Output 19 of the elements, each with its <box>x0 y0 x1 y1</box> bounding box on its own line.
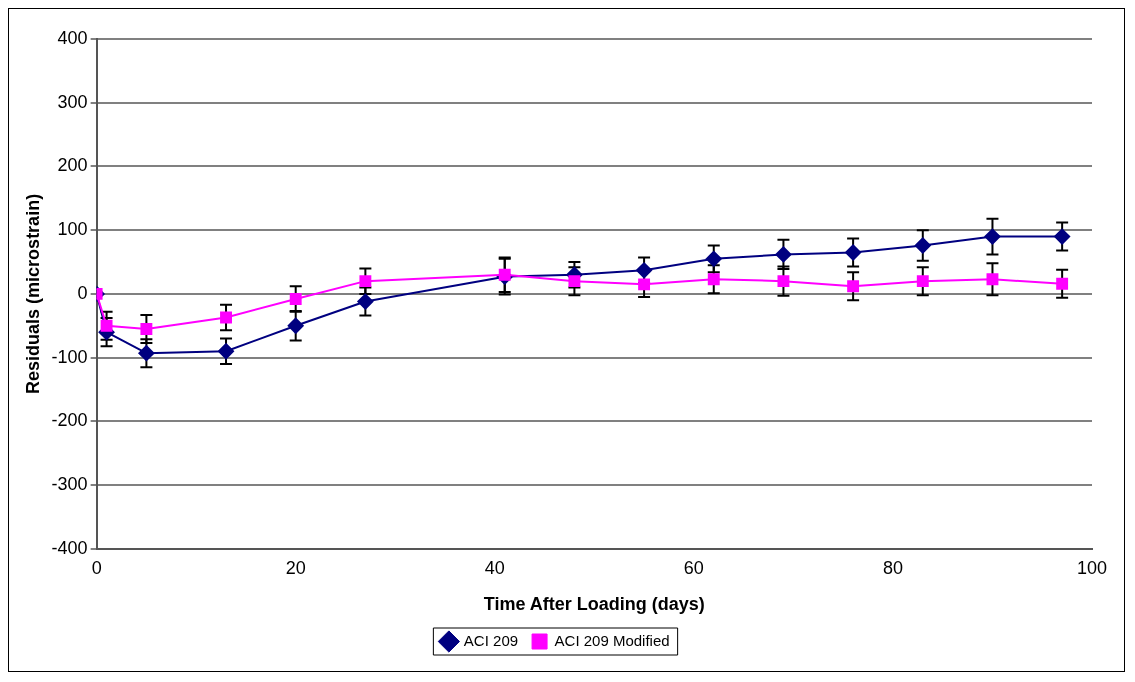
x-tick-label: 40 <box>484 557 505 578</box>
y-tick-label: 200 <box>57 155 88 176</box>
x-tick-label: 80 <box>882 557 903 578</box>
y-tick-label: 100 <box>57 219 88 240</box>
x-tick-label: 60 <box>683 557 704 578</box>
y-tick-label: 400 <box>57 27 88 48</box>
x-axis-title: Time After Loading (days) <box>483 594 705 615</box>
y-axis-title: Residuals (microstrain) <box>22 193 43 394</box>
legend-label: ACI 209 Modified <box>554 631 670 649</box>
y-tick-label: 0 <box>77 282 88 303</box>
y-tick-label: -200 <box>51 410 88 431</box>
y-tick-label: -400 <box>51 537 88 558</box>
x-tick-label: 100 <box>1076 557 1108 578</box>
legend-label: ACI 209 <box>463 631 519 649</box>
x-tick-label: 0 <box>91 557 102 578</box>
y-tick-label: -300 <box>51 474 88 495</box>
x-tick-label: 20 <box>285 557 306 578</box>
y-tick-label: 300 <box>57 91 88 112</box>
y-tick-label: -100 <box>51 346 88 367</box>
